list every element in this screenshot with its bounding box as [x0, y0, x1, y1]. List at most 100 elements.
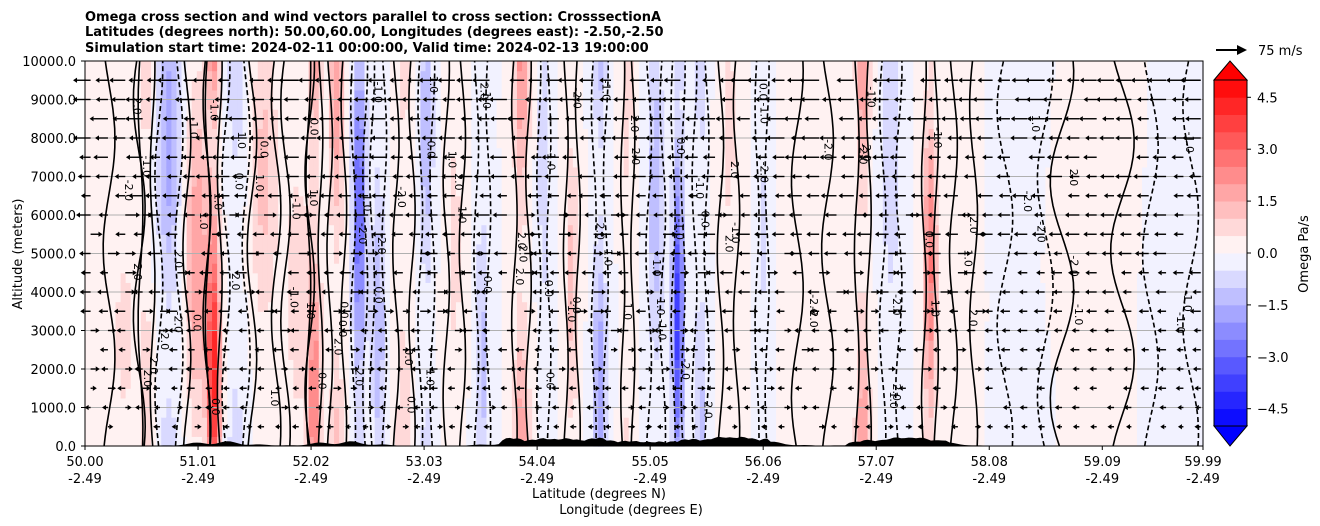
omega-cell: [633, 397, 640, 409]
omega-cell: [481, 263, 488, 274]
omega-cell: [583, 263, 589, 274]
omega-cell: [394, 426, 401, 437]
omega-cell: [623, 109, 630, 120]
omega-cell: [699, 215, 706, 226]
omega-cell: [85, 89, 91, 101]
omega-cell: [710, 301, 716, 312]
omega-cell: [613, 205, 620, 216]
omega-cell: [90, 397, 96, 409]
omega-cell: [389, 215, 396, 226]
omega-cell: [664, 311, 671, 322]
omega-cell: [237, 99, 244, 110]
omega-cell: [247, 301, 254, 312]
omega-cell: [227, 224, 233, 235]
omega-cell: [420, 157, 427, 168]
omega-cell: [120, 215, 127, 226]
omega-cell: [547, 282, 554, 293]
omega-cell: [334, 147, 340, 158]
omega-cell: [522, 166, 528, 178]
omega-cell: [115, 176, 122, 187]
omega-cell: [349, 253, 355, 264]
omega-cell: [664, 320, 671, 332]
omega-cell: [232, 243, 239, 255]
omega-cell: [364, 369, 371, 380]
omega-cell: [405, 70, 411, 81]
omega-cell: [115, 215, 122, 226]
omega-cell: [130, 292, 137, 303]
omega-cell: [156, 99, 162, 110]
omega-cell: [466, 176, 472, 187]
omega-cell: [384, 349, 391, 360]
omega-cell: [278, 378, 284, 389]
omega-cell: [684, 417, 691, 428]
omega-cell: [115, 89, 122, 101]
omega-cell: [100, 330, 106, 341]
omega-cell: [583, 426, 589, 437]
omega-cell: [105, 157, 112, 168]
omega-cell: [242, 80, 249, 91]
omega-cell: [283, 186, 289, 197]
omega-cell: [450, 166, 457, 178]
omega-cell: [257, 80, 264, 91]
omega-cell: [359, 282, 366, 293]
omega-cell: [161, 109, 167, 120]
omega-cell: [466, 99, 472, 110]
omega-cell: [644, 195, 650, 206]
omega-cell: [85, 99, 91, 110]
omega-cell: [466, 272, 472, 283]
omega-cell: [313, 109, 320, 120]
omega-cell: [166, 147, 172, 158]
omega-cell: [496, 186, 503, 197]
omega-cell: [654, 61, 660, 72]
omega-cell: [415, 157, 421, 168]
omega-cell: [644, 80, 650, 91]
omega-cell: [130, 369, 137, 380]
omega-cell: [186, 138, 193, 149]
omega-cell: [664, 359, 671, 370]
omega-cell: [577, 224, 584, 235]
omega-cell: [100, 147, 106, 158]
omega-cell: [394, 263, 401, 274]
omega-cell: [125, 349, 132, 360]
omega-cell: [450, 263, 457, 274]
omega-cell: [328, 426, 335, 437]
omega-cell: [156, 311, 162, 322]
omega-cell: [384, 397, 391, 409]
omega-cell: [562, 147, 569, 158]
omega-cell: [201, 166, 208, 178]
omega-cell: [110, 388, 117, 399]
omega-cell: [689, 417, 696, 428]
omega-cell: [369, 407, 376, 418]
omega-cell: [313, 272, 320, 283]
omega-cell: [486, 80, 493, 91]
omega-cell: [201, 147, 208, 158]
omega-cell: [654, 378, 660, 389]
omega-cell: [242, 340, 249, 351]
omega-cell: [450, 340, 457, 351]
omega-cell: [501, 89, 508, 101]
omega-cell: [105, 253, 112, 264]
omega-cell: [450, 253, 457, 264]
omega-cell: [684, 186, 691, 197]
omega-cell: [130, 263, 137, 274]
omega-cell: [506, 330, 513, 341]
omega-cell: [125, 263, 132, 274]
omega-cell: [613, 388, 620, 399]
omega-cell: [318, 205, 325, 216]
omega-cell: [486, 118, 493, 129]
omega-cell: [577, 253, 584, 264]
omega-cell: [405, 397, 411, 409]
omega-cell: [542, 128, 549, 139]
omega-cell: [633, 320, 640, 332]
omega-cell: [400, 397, 406, 409]
omega-cell: [603, 272, 610, 283]
omega-cell: [186, 426, 193, 437]
omega-cell: [95, 263, 101, 274]
omega-cell: [394, 311, 401, 322]
omega-cell: [598, 166, 604, 178]
omega-cell: [161, 157, 167, 168]
omega-cell: [516, 166, 523, 178]
omega-cell: [242, 186, 249, 197]
omega-cell: [679, 109, 686, 120]
omega-cell: [389, 436, 396, 447]
